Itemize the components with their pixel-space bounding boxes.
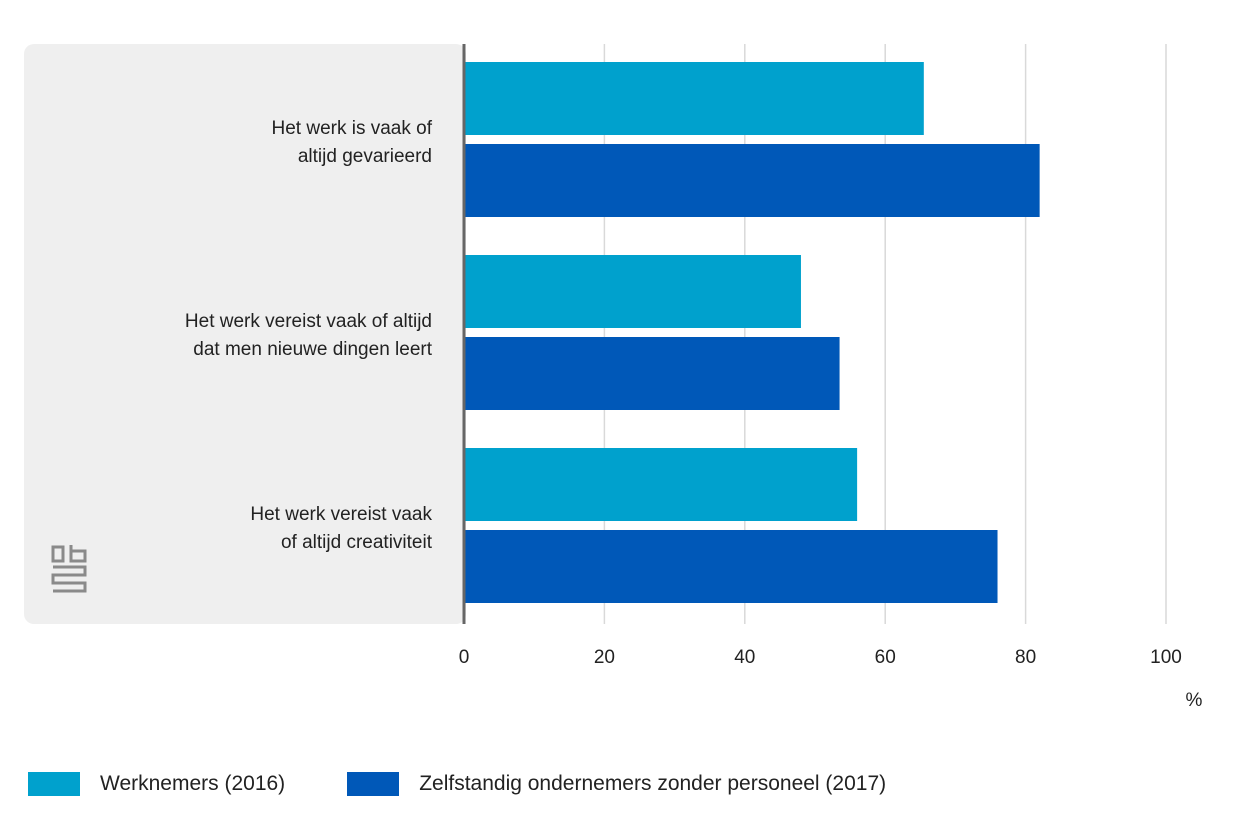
bar — [464, 530, 998, 603]
bar — [464, 255, 801, 328]
bar — [464, 337, 840, 410]
x-unit-label: % — [1186, 690, 1203, 711]
category-panel — [24, 44, 466, 624]
gridlines — [603, 44, 1167, 624]
legend-label: Werknemers (2016) — [100, 772, 286, 795]
category-labels: Het werk is vaak of altijd gevarieerd Het … — [185, 118, 433, 553]
x-tick-label: 60 — [875, 647, 896, 668]
x-tick-label: 100 — [1150, 647, 1182, 668]
bar — [464, 448, 858, 521]
legend: Werknemers (2016) Zelfstandig ondernemer… — [28, 772, 948, 796]
bars — [464, 62, 1040, 603]
legend-swatch — [28, 772, 80, 796]
x-tick-label: 20 — [594, 647, 615, 668]
x-tick-label: 0 — [459, 647, 470, 668]
x-tick-labels: 0 20 40 60 80 100 — [459, 647, 1182, 668]
legend-item-zzp: Zelfstandig ondernemers zonder personeel… — [347, 772, 886, 796]
category-label: Het werk vereist vaak of altijd creativit… — [250, 504, 432, 553]
category-label: Het werk vereist vaak of altijd dat men n… — [185, 311, 433, 360]
x-tick-label: 80 — [1015, 647, 1036, 668]
cbs-logo-icon — [51, 545, 87, 593]
bar — [464, 62, 924, 135]
category-label: Het werk is vaak of altijd gevarieerd — [272, 118, 433, 167]
legend-label: Zelfstandig ondernemers zonder personeel… — [419, 772, 887, 795]
x-tick-label: 40 — [734, 647, 755, 668]
legend-swatch — [347, 772, 400, 796]
legend-item-werknemers: Werknemers (2016) — [28, 772, 285, 796]
bar — [464, 144, 1040, 217]
